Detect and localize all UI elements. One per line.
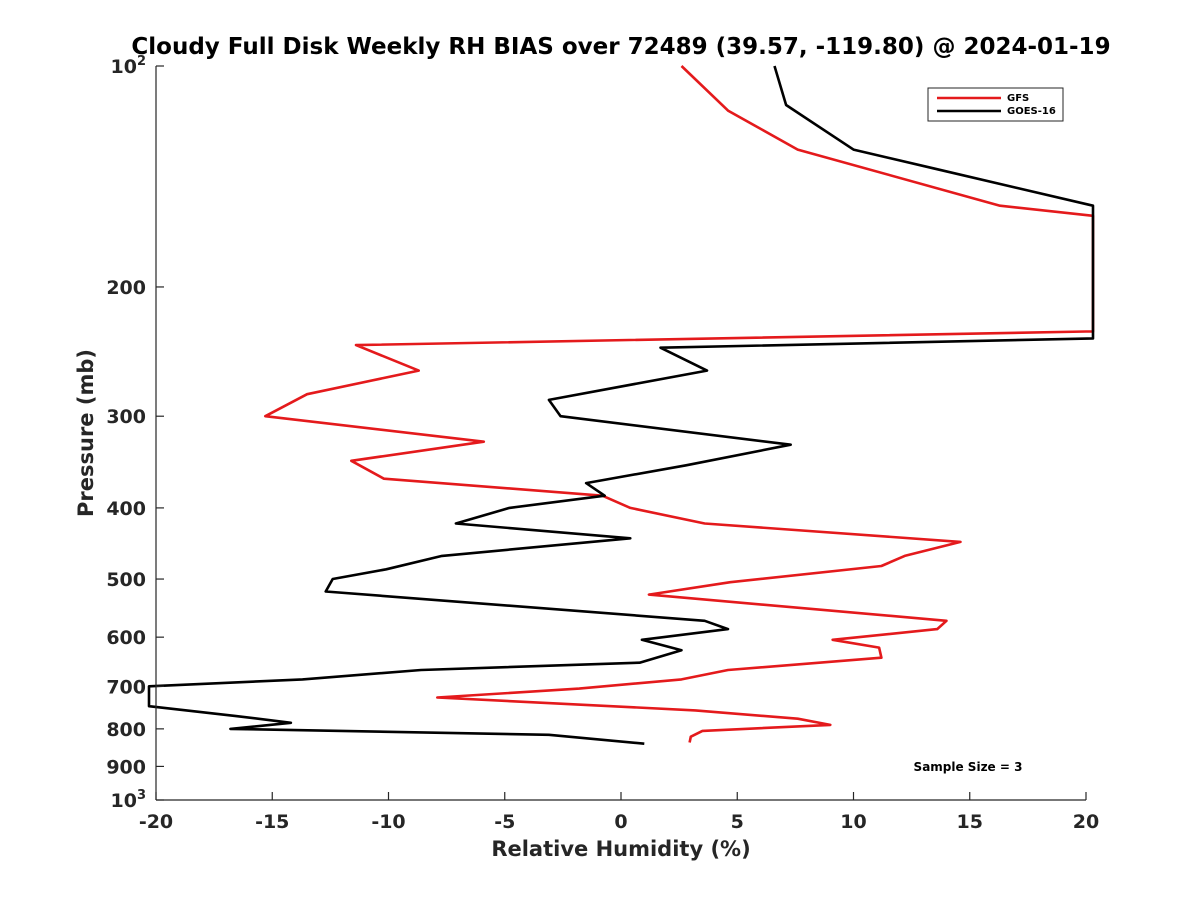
y-tick-label: 700 (106, 676, 146, 698)
x-tick-label: 10 (840, 811, 866, 833)
y-axis-label: Pressure (mb) (74, 349, 98, 517)
series-layer (147, 65, 1095, 745)
chart-title: Cloudy Full Disk Weekly RH BIAS over 724… (131, 34, 1110, 60)
x-tick-label: 0 (614, 811, 627, 833)
y-tick-label: 300 (106, 406, 146, 428)
y-tick-label: 103 (111, 788, 147, 812)
y-tick-label: 102 (111, 54, 147, 78)
legend-box (927, 87, 1064, 122)
sample-size-annotation: Sample Size = 3 (914, 760, 1023, 774)
x-tick-label: -15 (255, 811, 289, 833)
x-axis-ticks: -20 -15 -10 -5 0 5 10 15 20 (139, 792, 1099, 833)
x-tick-label: 20 (1073, 811, 1099, 833)
y-tick-label: 900 (106, 756, 146, 778)
y-tick-label: 200 (106, 277, 146, 299)
legend-label-goes16: GOES-16 (1007, 106, 1056, 117)
x-tick-label: -10 (371, 811, 405, 833)
x-axis-label: Relative Humidity (%) (491, 837, 750, 861)
x-tick-label: -20 (139, 811, 173, 833)
y-tick-label: 600 (106, 627, 146, 649)
legend: GFS GOES-16 (927, 87, 1064, 122)
series-line-goes16 (147, 65, 1095, 745)
y-axis-ticks: 102 200 300 400 500 600 700 800 900 103 (106, 54, 164, 812)
y-tick-label: 800 (106, 719, 146, 741)
y-tick-label: 500 (106, 569, 146, 591)
y-tick-label: 400 (106, 498, 146, 520)
legend-label-gfs: GFS (1007, 93, 1029, 104)
series-line-gfs (263, 65, 1095, 743)
x-tick-label: 15 (957, 811, 983, 833)
x-tick-label: -5 (494, 811, 515, 833)
x-tick-label: 5 (731, 811, 744, 833)
